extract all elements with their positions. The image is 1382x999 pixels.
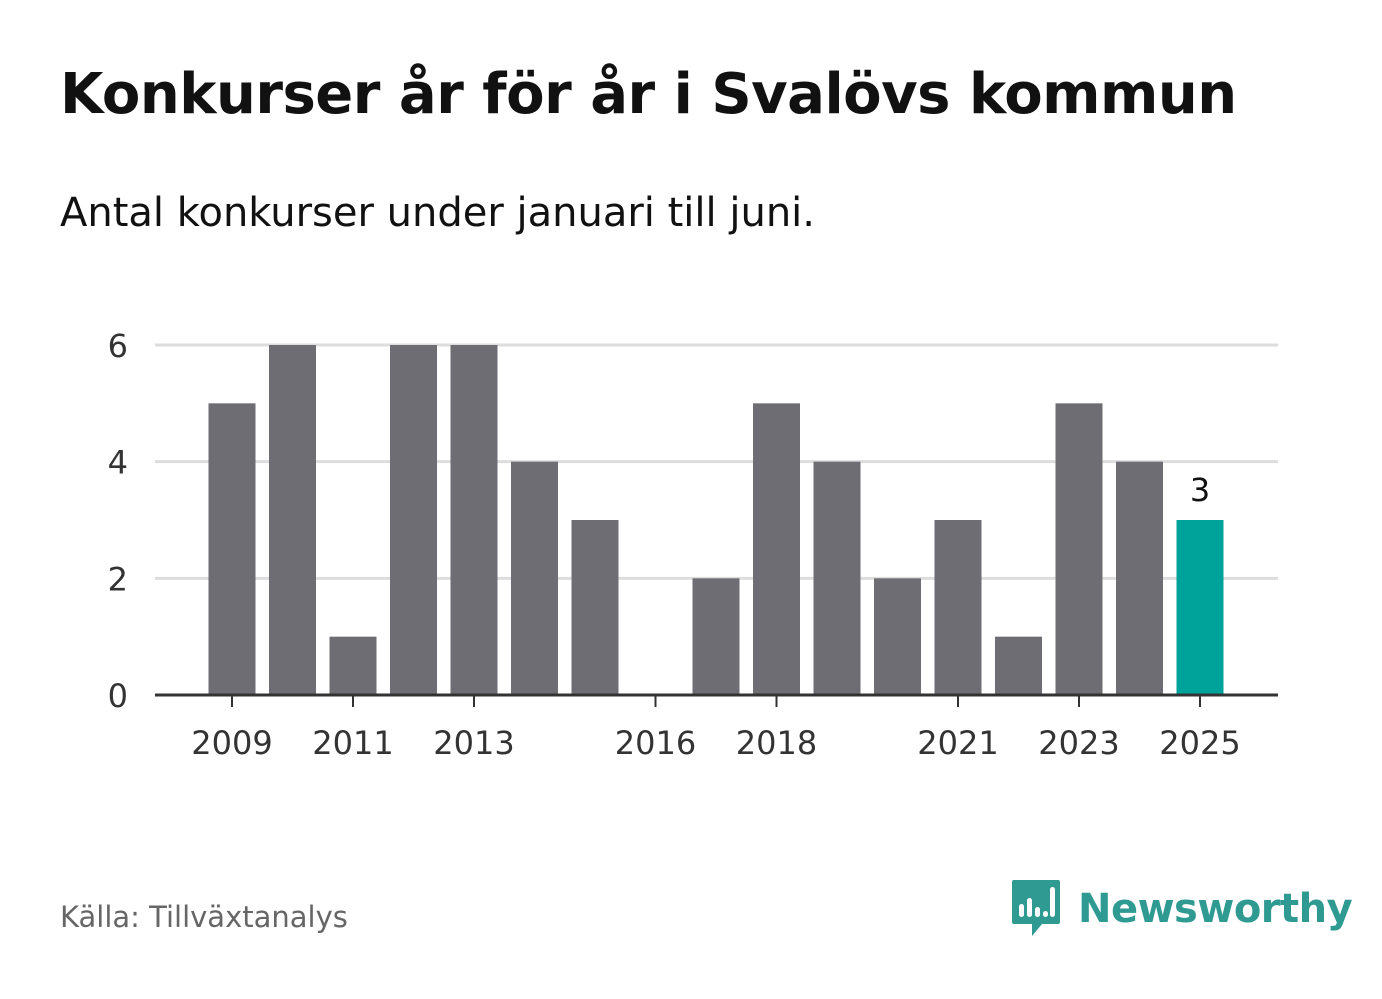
gridlines — [155, 343, 1278, 580]
bar-2017 — [692, 578, 740, 695]
bar-chart: 0 2 4 6 2009 2011 2013 2016 2018 2021 2023 2025 3 — [108, 327, 1278, 762]
brand-name: Newsworthy — [1078, 886, 1353, 932]
bar-2015 — [571, 520, 619, 695]
bar-2010 — [269, 345, 316, 695]
x-tick-label: 2009 — [191, 724, 272, 762]
x-tick-label: 2016 — [615, 724, 696, 762]
bar-2013 — [450, 345, 498, 695]
x-tick-label: 2013 — [433, 724, 514, 762]
newsworthy-logo-icon — [1012, 880, 1060, 936]
bar-2022 — [995, 636, 1042, 695]
bar-2018 — [753, 403, 800, 695]
bar-2009 — [208, 403, 256, 695]
bar-2021 — [934, 520, 982, 695]
bar-2019 — [813, 461, 861, 695]
x-tick-label: 2023 — [1038, 724, 1119, 762]
bar-2023 — [1055, 403, 1103, 695]
bar-2020 — [874, 578, 921, 695]
chart-title: Konkurser år för år i Svalövs kommun — [60, 62, 1237, 127]
y-tick-label: 2 — [108, 560, 128, 598]
brand-logo: Newsworthy — [1010, 878, 1353, 940]
bar-2011 — [329, 636, 377, 695]
y-tick-label: 4 — [108, 444, 128, 482]
chart-subtitle: Antal konkurser under januari till juni. — [60, 190, 815, 236]
x-tick-label: 2018 — [736, 724, 817, 762]
bars — [208, 345, 1224, 695]
x-tick-label: 2011 — [312, 724, 393, 762]
labels: 0 2 4 6 2009 2011 2013 2016 2018 2021 2023 2025 3 — [108, 327, 1241, 762]
bar-2025 — [1176, 520, 1224, 695]
source-note: Källa: Tillväxtanalys — [60, 900, 348, 934]
axes — [155, 693, 1278, 707]
x-tick-label: 2025 — [1159, 724, 1240, 762]
data-label-2025: 3 — [1190, 471, 1210, 509]
bar-2014 — [511, 461, 558, 695]
bar-2012 — [390, 345, 437, 695]
x-tick-label: 2021 — [917, 724, 998, 762]
y-tick-label: 0 — [108, 677, 128, 715]
bar-2024 — [1116, 461, 1163, 695]
y-tick-label: 6 — [108, 327, 128, 365]
